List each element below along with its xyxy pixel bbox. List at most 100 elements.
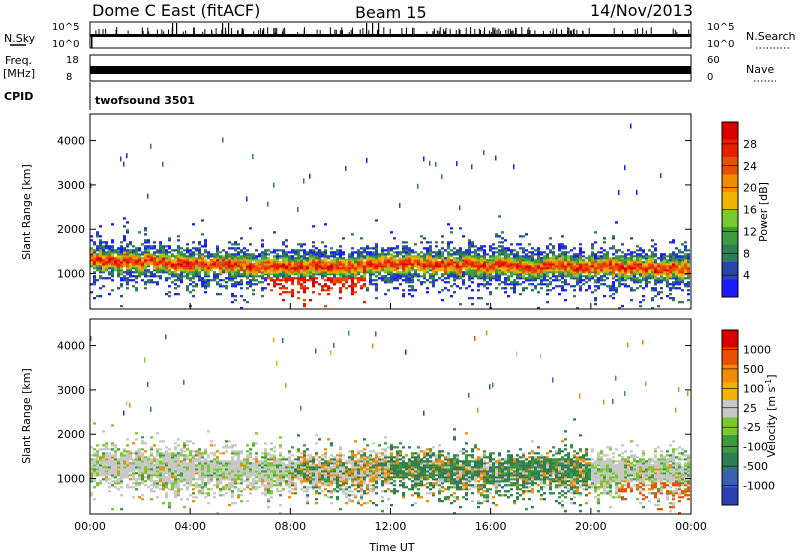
power-cell [300, 283, 303, 286]
power-cell [552, 245, 555, 248]
power-cell [543, 267, 546, 270]
velocity-cell [264, 494, 267, 497]
power-cell [663, 259, 666, 262]
power-cell [261, 257, 264, 260]
power-cell [480, 283, 483, 286]
power-cell [666, 283, 669, 286]
velocity-cell [246, 500, 249, 503]
power-cell [429, 281, 432, 284]
power-cell [138, 263, 141, 266]
power-cell [240, 259, 243, 262]
power-cell [408, 289, 411, 292]
nsky-spike [228, 23, 230, 35]
power-cell [189, 273, 192, 276]
velocity-cell [165, 480, 168, 483]
title: Dome C East (fitACF) [92, 1, 260, 20]
velocity-cell [108, 470, 111, 473]
power-cell [600, 263, 603, 266]
power-cell [213, 277, 216, 280]
power-cell [522, 269, 525, 272]
velocity-cell [207, 454, 210, 457]
power-cell [222, 271, 225, 274]
nsky-spike [366, 23, 368, 35]
power-cell [405, 273, 408, 276]
velocity-cell [222, 470, 225, 473]
power-cell [291, 265, 294, 268]
power-cell [396, 277, 399, 280]
power-cell [513, 255, 516, 258]
power-cell [459, 255, 462, 258]
power-cell [168, 255, 171, 258]
power-cell [453, 259, 456, 262]
velocity-cell [303, 476, 306, 479]
power-cell [435, 269, 438, 272]
velocity-cell [111, 470, 114, 473]
nsky-spike [172, 23, 174, 35]
power-cell [351, 279, 354, 282]
power-cell [273, 279, 276, 282]
power-cell [252, 253, 255, 256]
velocity-cell [231, 464, 234, 467]
power-cell [99, 239, 102, 242]
velocity-cell [291, 460, 294, 463]
power-cell [513, 279, 516, 282]
power-cell [594, 273, 597, 276]
power-cell [396, 279, 399, 282]
velocity-cell [210, 478, 213, 481]
freq-panel: Freq. [MHz] 18 8 60 0 Nave [3, 54, 776, 83]
velocity-cell [234, 450, 237, 453]
power-cell [657, 277, 660, 280]
power-cell [477, 289, 480, 292]
power-cell [573, 255, 576, 258]
velocity-cell [120, 464, 123, 467]
velocity-cell [180, 462, 183, 465]
power-cell [576, 257, 579, 260]
velocity-cell [183, 444, 186, 447]
power-cell [636, 253, 639, 256]
velocity-cell [117, 474, 120, 477]
power-cell [387, 249, 390, 252]
power-cell [516, 269, 519, 272]
power-cell [639, 255, 642, 258]
power-cell [525, 257, 528, 260]
power-cell [123, 271, 126, 274]
power-cell [297, 279, 300, 282]
power-cell [177, 273, 180, 276]
power-cell [264, 287, 267, 290]
power-cell [672, 239, 675, 242]
power-cell [246, 277, 249, 280]
power-cell [111, 265, 114, 268]
power-cell [519, 275, 522, 278]
power-cell [582, 271, 585, 274]
power-cell [354, 275, 357, 278]
nsky-spike [377, 29, 379, 34]
velocity-cell [150, 462, 153, 465]
power-cell [306, 269, 309, 272]
power-cell [609, 273, 612, 276]
velocity-cell [189, 462, 192, 465]
power-cell [279, 287, 282, 290]
power-cell [636, 259, 639, 262]
power-cell [210, 255, 213, 258]
power-cell [126, 257, 129, 260]
velocity-cell [186, 498, 189, 501]
power-cell [207, 279, 210, 282]
power-cell [321, 265, 324, 268]
velocity-cell [96, 452, 99, 455]
power-cell [618, 261, 621, 264]
velocity-cell [192, 464, 195, 467]
power-cell [372, 263, 375, 266]
velocity-cell [291, 468, 294, 471]
power-cell [120, 247, 123, 250]
power-cell [354, 265, 357, 268]
velocity-cell [168, 460, 171, 463]
power-cell [261, 269, 264, 272]
power-cell [180, 271, 183, 274]
velocity-cell [294, 482, 297, 485]
velocity-cell [255, 468, 258, 471]
velocity-cell [90, 454, 93, 457]
power-cell [363, 279, 366, 282]
velocity-cell [201, 480, 204, 483]
power-cell [339, 251, 342, 254]
power-cell [189, 283, 192, 286]
